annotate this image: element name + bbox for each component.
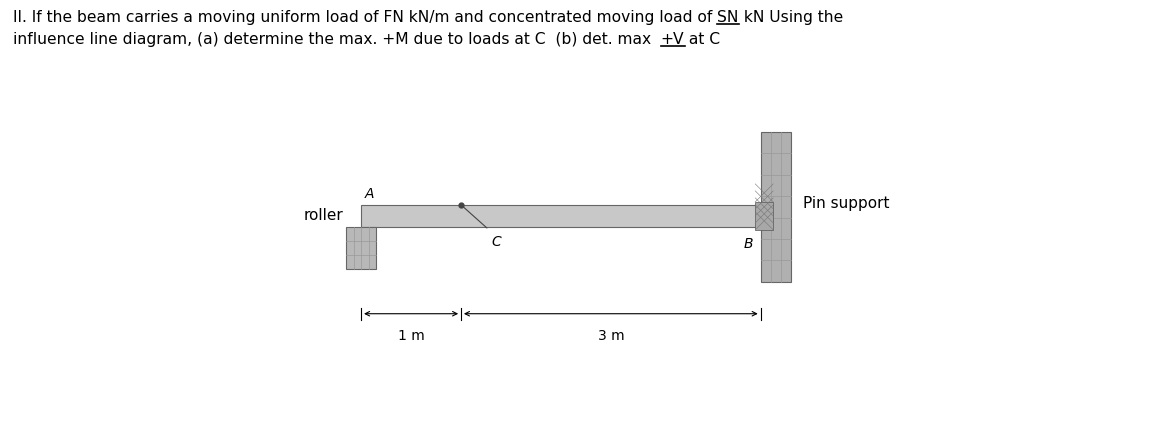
Text: B: B bbox=[743, 237, 752, 251]
Bar bbox=[760, 132, 791, 282]
Text: II. If the beam carries a moving uniform load of FN kN/m and concentrated moving: II. If the beam carries a moving uniform… bbox=[13, 10, 717, 25]
Text: C: C bbox=[491, 235, 501, 249]
Text: at C: at C bbox=[684, 32, 721, 47]
Bar bbox=[346, 227, 376, 269]
Text: 3 m: 3 m bbox=[598, 329, 624, 343]
Text: kN Using the: kN Using the bbox=[738, 10, 842, 25]
Text: Pin support: Pin support bbox=[803, 196, 889, 211]
Bar bbox=[362, 205, 760, 227]
Text: SN: SN bbox=[717, 10, 738, 25]
Text: influence line diagram, (a) determine the max. +M due to loads at C  (b) det. ma: influence line diagram, (a) determine th… bbox=[13, 32, 661, 47]
Text: roller: roller bbox=[303, 208, 343, 223]
Text: +V: +V bbox=[661, 32, 684, 47]
Text: A: A bbox=[365, 187, 374, 201]
Text: 1 m: 1 m bbox=[398, 329, 425, 343]
Bar bbox=[755, 202, 773, 230]
